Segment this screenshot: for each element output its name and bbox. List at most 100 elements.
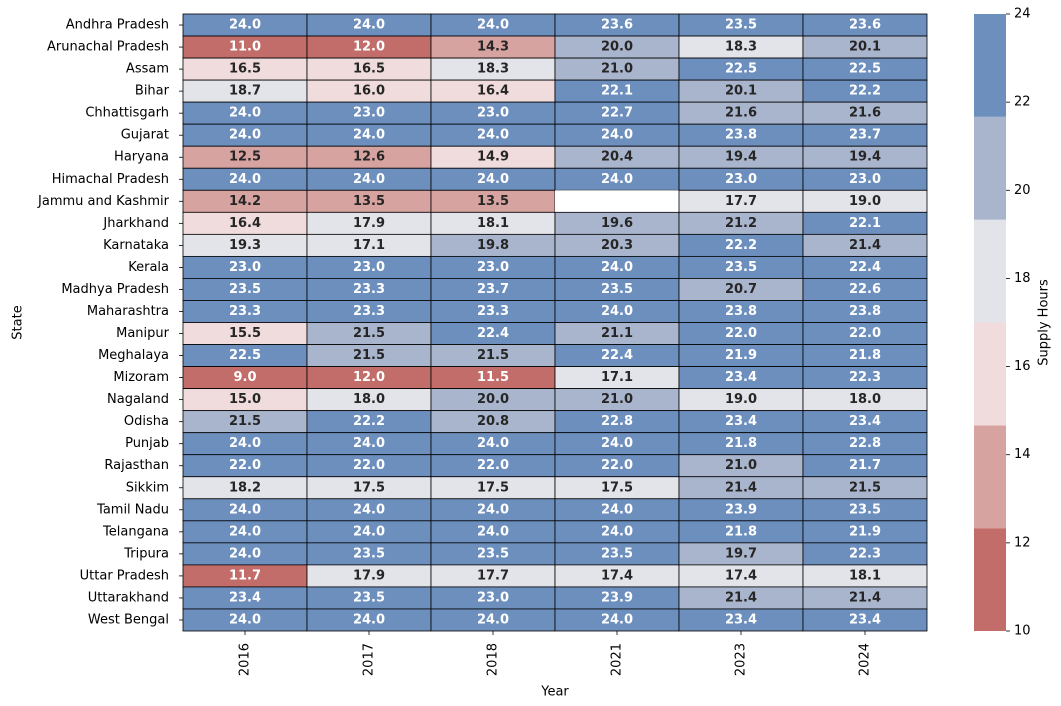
cell-value-label: 24.0 bbox=[601, 304, 633, 319]
cell-value-label: 17.5 bbox=[477, 480, 509, 495]
cell-value-label: 22.0 bbox=[601, 458, 633, 473]
y-tick-label: Assam bbox=[126, 62, 169, 77]
y-tick-label: Uttar Pradesh bbox=[80, 568, 169, 583]
cell-value-label: 23.5 bbox=[725, 18, 757, 33]
cell-value-label: 22.2 bbox=[725, 238, 757, 253]
cell-value-label: 21.9 bbox=[849, 524, 881, 539]
cell-value-label: 19.0 bbox=[849, 194, 881, 209]
y-tick-label: Himachal Pradesh bbox=[52, 172, 169, 187]
cell-value-label: 24.0 bbox=[601, 612, 633, 627]
cell-value-label: 21.4 bbox=[725, 590, 757, 605]
cell-value-label: 18.1 bbox=[477, 216, 509, 231]
cell-value-label: 16.5 bbox=[229, 62, 261, 77]
cell-value-label: 24.0 bbox=[229, 612, 261, 627]
cell-value-label: 24.0 bbox=[601, 260, 633, 275]
cell-value-label: 19.8 bbox=[477, 238, 509, 253]
cell-value-label: 21.4 bbox=[849, 238, 881, 253]
cell-value-label: 24.0 bbox=[477, 172, 509, 187]
cell-value-label: 12.0 bbox=[353, 40, 385, 55]
cell-value-label: 24.0 bbox=[477, 128, 509, 143]
cell-value-label: 12.0 bbox=[353, 370, 385, 385]
cell-value-label: 14.2 bbox=[229, 194, 261, 209]
cell-value-label: 20.8 bbox=[477, 414, 509, 429]
cell-value-label: 23.5 bbox=[353, 590, 385, 605]
cell-value-label: 22.0 bbox=[849, 326, 881, 341]
cell-value-label: 19.6 bbox=[601, 216, 633, 231]
cell-value-label: 24.0 bbox=[477, 18, 509, 33]
cell-value-label: 20.3 bbox=[601, 238, 633, 253]
cell-value-label: 24.0 bbox=[477, 502, 509, 517]
cell-value-label: 17.9 bbox=[353, 216, 385, 231]
cell-value-label: 17.7 bbox=[725, 194, 757, 209]
y-tick-label: Kerala bbox=[128, 260, 169, 275]
cell-value-label: 23.4 bbox=[725, 612, 757, 627]
cell-value-label: 23.8 bbox=[725, 304, 757, 319]
cell-value-label: 22.8 bbox=[601, 414, 633, 429]
x-tick-label: 2023 bbox=[734, 643, 749, 676]
cell-value-label: 22.3 bbox=[849, 370, 881, 385]
cell-value-label: 22.8 bbox=[849, 436, 881, 451]
colorbar-segment bbox=[974, 219, 1006, 323]
cell-value-label: 24.0 bbox=[601, 524, 633, 539]
y-tick-label: West Bengal bbox=[88, 612, 169, 627]
cell-value-label: 23.5 bbox=[601, 546, 633, 561]
cell-value-label: 24.0 bbox=[601, 128, 633, 143]
cell-value-label: 23.0 bbox=[353, 106, 385, 121]
cell-value-label: 17.5 bbox=[353, 480, 385, 495]
cell-value-label: 22.5 bbox=[725, 62, 757, 77]
y-tick-label: Meghalaya bbox=[98, 348, 169, 363]
y-tick-label: Odisha bbox=[124, 414, 169, 429]
cell-value-label: 23.0 bbox=[725, 172, 757, 187]
cell-value-label: 23.6 bbox=[849, 18, 881, 33]
cell-value-label: 20.7 bbox=[725, 282, 757, 297]
cell-value-label: 12.6 bbox=[353, 150, 385, 165]
y-tick-label: Tamil Nadu bbox=[96, 502, 169, 517]
cell-value-label: 23.4 bbox=[725, 414, 757, 429]
cell-value-label: 18.1 bbox=[849, 568, 881, 583]
colorbar-segment bbox=[974, 116, 1006, 220]
cell-value-label: 23.9 bbox=[725, 502, 757, 517]
x-axis-title: Year bbox=[540, 685, 569, 700]
cell-value-label: 22.4 bbox=[477, 326, 509, 341]
y-tick-label: Madhya Pradesh bbox=[61, 282, 169, 297]
y-tick-label: Telangana bbox=[102, 524, 169, 539]
cell-value-label: 11.5 bbox=[477, 370, 509, 385]
cell-value-label: 23.4 bbox=[229, 590, 261, 605]
cell-value-label: 23.5 bbox=[601, 282, 633, 297]
colorbar-label: Supply Hours bbox=[1037, 279, 1052, 366]
y-tick-label: Rajasthan bbox=[104, 458, 169, 473]
cell-value-label: 24.0 bbox=[229, 172, 261, 187]
cell-value-label: 23.7 bbox=[477, 282, 509, 297]
cell-value-label: 24.0 bbox=[477, 524, 509, 539]
cell-value-label: 21.8 bbox=[725, 436, 757, 451]
cell-value-label: 23.4 bbox=[849, 612, 881, 627]
cell-value-label: 22.0 bbox=[229, 458, 261, 473]
cell-value-label: 18.0 bbox=[353, 392, 385, 407]
cell-value-label: 23.3 bbox=[229, 304, 261, 319]
colorbar-tick-label: 22 bbox=[1014, 95, 1031, 110]
cell-value-label: 21.9 bbox=[725, 348, 757, 363]
y-tick-label: Andhra Pradesh bbox=[66, 18, 169, 33]
y-tick-label: Arunachal Pradesh bbox=[47, 40, 169, 55]
cell-value-label: 23.9 bbox=[601, 590, 633, 605]
cell-value-label: 23.4 bbox=[725, 370, 757, 385]
cell-value-label: 21.5 bbox=[353, 326, 385, 341]
colorbar-segment bbox=[974, 528, 1006, 631]
y-tick-label: Gujarat bbox=[121, 128, 169, 143]
x-tick-label: 2017 bbox=[362, 643, 377, 676]
cell-value-label: 13.5 bbox=[353, 194, 385, 209]
cell-value-label: 17.1 bbox=[353, 238, 385, 253]
cell-value-label: 18.7 bbox=[229, 84, 261, 99]
cell-value-label: 21.2 bbox=[725, 216, 757, 231]
cell-value-label: 15.0 bbox=[229, 392, 261, 407]
colorbar-tick-label: 16 bbox=[1014, 359, 1031, 374]
cell-value-label: 22.0 bbox=[725, 326, 757, 341]
y-tick-label: Haryana bbox=[114, 150, 169, 165]
cell-value-label: 24.0 bbox=[229, 106, 261, 121]
cell-value-label: 23.3 bbox=[353, 304, 385, 319]
cell-value-label: 22.2 bbox=[353, 414, 385, 429]
cell-value-label: 18.3 bbox=[725, 40, 757, 55]
cell-value-label: 22.1 bbox=[849, 216, 881, 231]
cell-value-label: 24.0 bbox=[229, 18, 261, 33]
cell-value-label: 21.4 bbox=[725, 480, 757, 495]
